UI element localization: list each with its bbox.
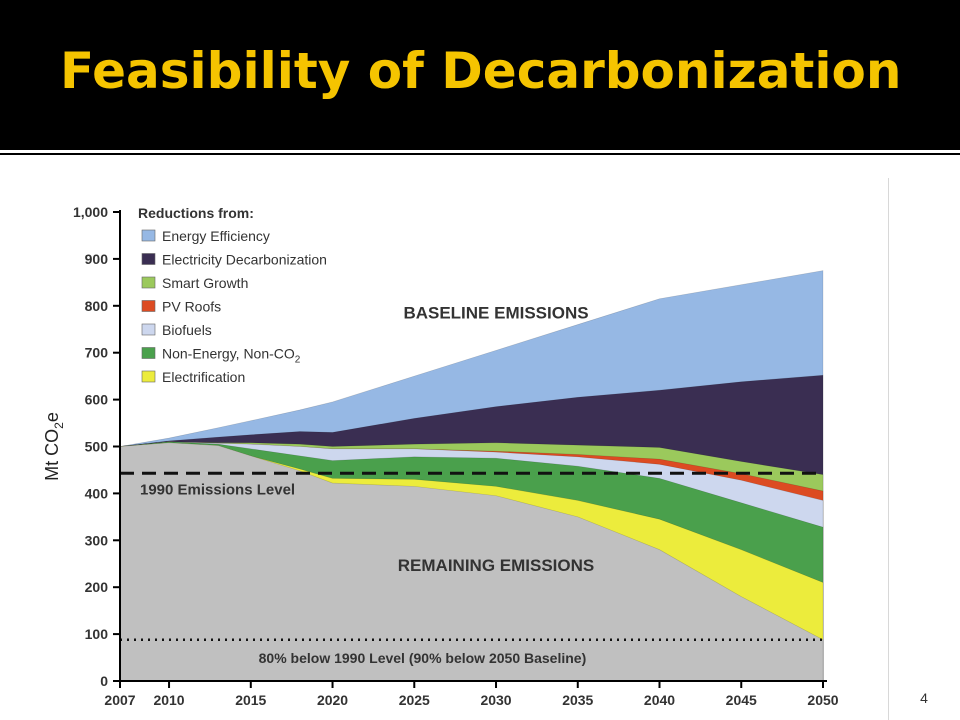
- x-tick-label: 2030: [480, 692, 511, 708]
- y-tick-label: 400: [85, 485, 109, 501]
- legend-title: Reductions from:: [138, 205, 254, 221]
- chart-annotation: 1990 Emissions Level: [140, 481, 295, 498]
- chart-panel-border: [888, 178, 889, 720]
- legend-swatch: [141, 276, 156, 289]
- y-axis-label-tail: e: [42, 412, 62, 422]
- y-tick-label: 1,000: [73, 204, 108, 220]
- chart-panel: 0 100 200 300 400 500 600 700 800 900 1,000 2007 20…: [38, 178, 888, 720]
- x-tick-label: 2020: [317, 692, 348, 708]
- x-ticks: 2007 2010 2015 2020 2025 2030 2035 2040 2045 2050: [104, 681, 839, 708]
- legend-swatch: [141, 300, 156, 312]
- y-axis-label-subscript: 2: [52, 422, 66, 429]
- legend-label: Electricity Decarbonization: [162, 252, 327, 268]
- x-tick-label: 2015: [235, 692, 266, 708]
- y-tick-label: 100: [85, 626, 109, 642]
- legend-swatch: [141, 229, 156, 242]
- x-tick-label: 2010: [153, 692, 184, 708]
- reference-lines: [120, 471, 823, 641]
- x-tick-label: 2045: [726, 692, 757, 708]
- annotations: BASELINE EMISSIONS REMAINING EMISSIONS 199…: [140, 303, 594, 666]
- y-axis-label-main: Mt CO: [42, 429, 62, 481]
- x-tick-label: 2025: [399, 692, 430, 708]
- legend-swatch: [141, 253, 156, 265]
- y-tick-label: 300: [85, 532, 109, 548]
- y-tick-label: 700: [85, 345, 109, 361]
- legend-swatch: [141, 370, 156, 383]
- y-axis-label: Mt CO2e: [42, 412, 66, 481]
- y-tick-label: 600: [85, 392, 109, 408]
- legend-label: Smart Growth: [162, 275, 248, 291]
- x-tick-label: 2035: [562, 692, 593, 708]
- legend: Reductions from: Energy Efficiency Electr…: [138, 205, 327, 385]
- chart-annotation: REMAINING EMISSIONS: [398, 556, 594, 575]
- chart-annotation: BASELINE EMISSIONS: [403, 303, 588, 322]
- y-ticks: 0 100 200 300 400 500 600 700 800 900 1,000: [73, 204, 120, 689]
- slide-title: Feasibility of Decarbonization: [60, 42, 902, 100]
- page-number: 4: [920, 690, 928, 706]
- area-remaining-emissions: [119, 442, 824, 682]
- legend-swatch: [141, 347, 156, 359]
- x-tick-label: 2007: [104, 692, 135, 708]
- title-bar: Feasibility of Decarbonization: [0, 0, 960, 150]
- y-tick-label: 200: [85, 579, 109, 595]
- x-tick-label: 2050: [807, 692, 838, 708]
- chart-annotation: 80% below 1990 Level (90% below 2050 Bas…: [259, 650, 587, 666]
- legend-swatch: [141, 323, 156, 336]
- legend-label: PV Roofs: [162, 299, 221, 315]
- title-divider-bottom: [0, 155, 960, 157]
- legend-label: Non-Energy, Non-CO2: [162, 346, 301, 366]
- title-divider-top: [0, 150, 960, 153]
- legend-label: Energy Efficiency: [162, 228, 270, 244]
- y-tick-label: 800: [85, 298, 109, 314]
- area-layers: [119, 270, 824, 682]
- x-tick-label: 2040: [644, 692, 675, 708]
- legend-label: Biofuels: [162, 322, 212, 338]
- y-tick-label: 900: [85, 251, 109, 267]
- y-tick-label: 500: [85, 439, 109, 455]
- y-tick-label: 0: [100, 673, 108, 689]
- legend-label: Electrification: [162, 369, 245, 385]
